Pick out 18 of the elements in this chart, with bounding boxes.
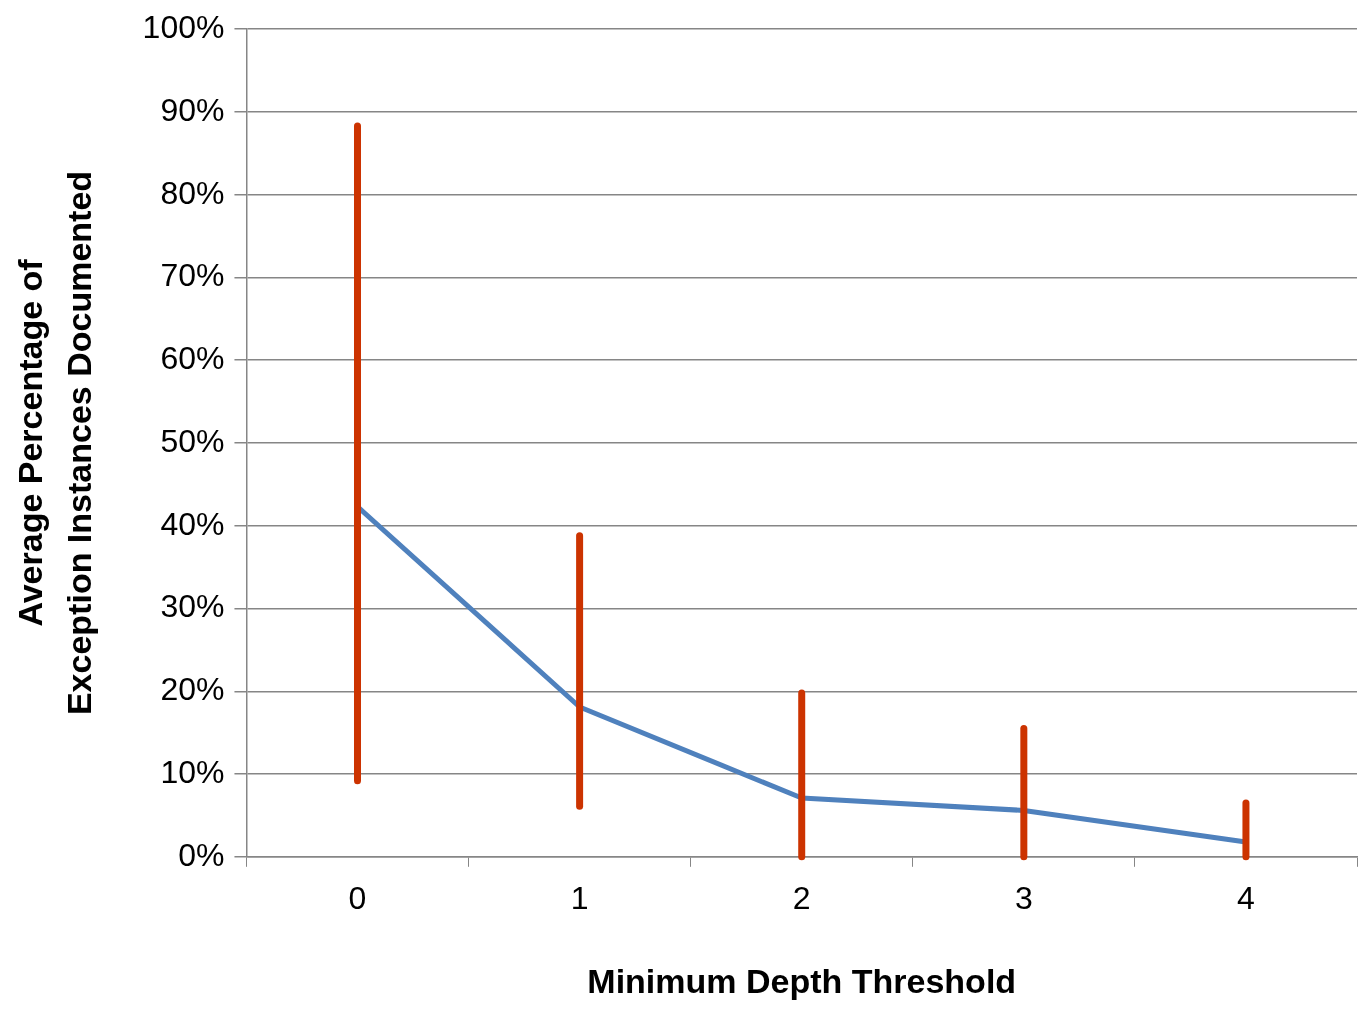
y-tick-label: 20%: [160, 671, 225, 708]
y-tick-label: 0%: [178, 836, 225, 873]
y-tick-label: 50%: [160, 422, 225, 459]
y-tick-label: 40%: [160, 505, 225, 542]
y-axis-title: Average Percentage of Exception Instances Documented: [11, 170, 99, 716]
x-tick-label: 2: [792, 879, 811, 916]
x-tick-label: 3: [1014, 879, 1033, 916]
y-tick-label: 100%: [142, 9, 225, 46]
y-tick-label: 90%: [160, 91, 225, 128]
x-tick-label: 1: [570, 879, 589, 916]
y-tick-label: 10%: [160, 753, 225, 790]
y-tick-label: 70%: [160, 257, 225, 294]
y-tick-label: 60%: [160, 340, 225, 377]
y-tick-label: 30%: [160, 588, 225, 625]
x-tick-label: 0: [348, 879, 367, 916]
x-axis-title: Minimum Depth Threshold: [587, 961, 1017, 1000]
x-tick-label: 4: [1237, 879, 1255, 916]
y-tick-label: 80%: [160, 174, 225, 211]
